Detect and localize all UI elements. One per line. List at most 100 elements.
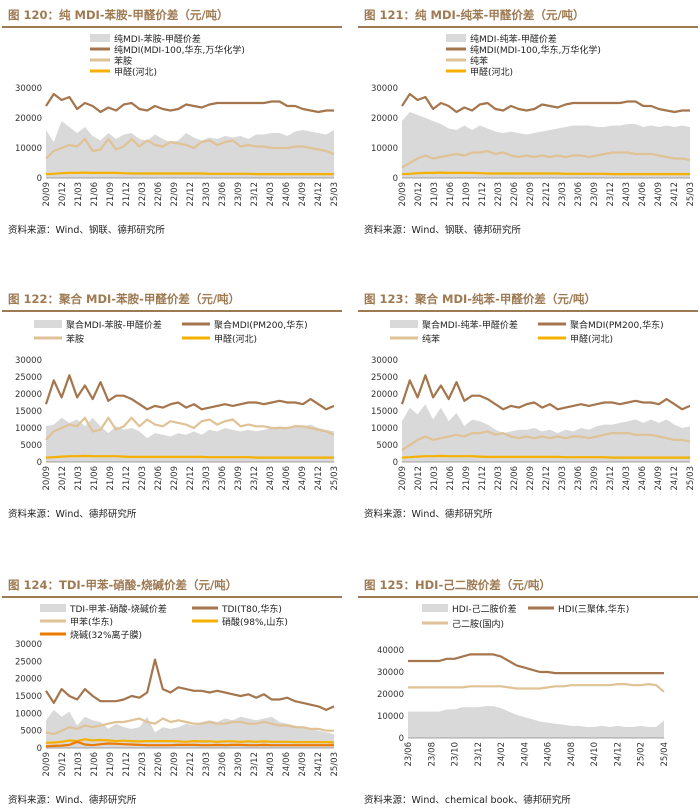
series-line-series (401, 149, 691, 169)
y-tick-label: 10000 (15, 144, 42, 154)
x-tick-label: 20/12 (58, 466, 68, 491)
series-line-mdi-mdi-100 (401, 92, 690, 114)
chart-title: 图 122：聚合 MDI-苯胺-甲醛价差（元/吨） (8, 292, 241, 306)
x-tick-label: 22/12 (186, 752, 196, 777)
x-tick-label: 24/02 (497, 742, 507, 767)
x-tick-label: 22/06 (154, 466, 164, 491)
legend-label: 纯MDI(MDI-100,华东,万华化学) (470, 44, 601, 56)
legend-swatch (422, 604, 448, 612)
x-tick-label: 23/03 (202, 182, 212, 207)
series-line-98 (45, 738, 335, 744)
x-tick-label: 24/09 (298, 466, 308, 491)
y-tick-label: 30000 (15, 640, 42, 650)
x-tick-label: 24/12 (670, 466, 680, 491)
x-tick-label: 24/06 (282, 182, 292, 207)
legend-label: 苯胺 (66, 333, 84, 345)
y-tick-label: 20000 (371, 390, 398, 400)
x-tick-label: 24/12 (314, 752, 324, 777)
legend-label: 纯MDI-苯胺-甲醛价差 (114, 33, 201, 45)
x-tick-label: 22/09 (170, 752, 180, 777)
x-tick-label: 20/09 (398, 182, 408, 207)
legend-swatch (40, 604, 66, 612)
y-tick-label: 30000 (15, 356, 42, 366)
x-tick-label: 24/06 (638, 182, 648, 207)
legend-label: 纯MDI-纯苯-甲醛价差 (470, 33, 557, 45)
x-tick-label: 22/12 (186, 466, 196, 491)
chart-title-bar: 图 120：纯 MDI-苯胺-甲醛价差（元/吨） (2, 4, 342, 28)
legend-label: 纯MDI(MDI-100,华东,万华化学) (114, 44, 245, 56)
x-tick-label: 20/12 (58, 182, 68, 207)
chart-title-bar: 图 125：HDI-己二胺价差（元/吨） (358, 574, 698, 598)
x-tick-label: 24/08 (567, 742, 577, 767)
x-tick-label: 23/03 (202, 752, 212, 777)
x-tick-label: 23/09 (234, 466, 244, 491)
legend-swatch (390, 320, 418, 328)
x-tick-label: 21/12 (122, 466, 132, 491)
chart-title-bar: 图 121：纯 MDI-纯苯-甲醛价差（元/吨） (358, 4, 698, 28)
x-tick-label: 23/12 (606, 182, 616, 207)
x-tick-label: 22/03 (494, 182, 504, 207)
y-tick-label: 40000 (377, 646, 404, 656)
y-tick-label: 30000 (371, 356, 398, 366)
x-tick-label: 21/06 (90, 466, 100, 491)
x-tick-label: 23/12 (606, 466, 616, 491)
x-tick-label: 24/09 (298, 182, 308, 207)
x-tick-label: 22/09 (170, 466, 180, 491)
series-line-hdi (408, 653, 664, 675)
y-tick-label: 15000 (15, 407, 42, 417)
x-tick-label: 22/06 (154, 752, 164, 777)
x-tick-label: 23/03 (202, 466, 212, 491)
series-area-mdi (402, 112, 690, 178)
y-tick-label: 20000 (371, 114, 398, 124)
legend-label: 烧碱(32%离子膜) (70, 629, 142, 641)
series-area-tdi (46, 709, 334, 748)
y-tick-label: 0 (393, 458, 398, 468)
chart-124: 0 5000 10000 15000 20000 25000 30000 20/09 20/12… (15, 603, 340, 777)
x-tick-label: 23/03 (558, 182, 568, 207)
x-tick-label: 23/06 (218, 182, 228, 207)
y-tick-label: 20000 (377, 690, 404, 700)
x-tick-label: 21/09 (106, 182, 116, 207)
x-tick-label: 24/12 (613, 742, 623, 767)
x-tick-label: 23/12 (250, 466, 260, 491)
legend-label: 甲醛(河北) (214, 333, 257, 345)
x-tick-label: 25/02 (637, 742, 647, 767)
chart-panel-120: 图 120：纯 MDI-苯胺-甲醛价差（元/吨） 0 10000 20000 3000… (2, 4, 342, 240)
x-tick-label: 20/12 (414, 466, 424, 491)
x-tick-label: 20/09 (42, 466, 52, 491)
x-tick-label: 21/12 (478, 466, 488, 491)
x-tick-label: 22/06 (154, 182, 164, 207)
series-line-series (45, 454, 334, 459)
x-tick-label: 24/03 (266, 182, 276, 207)
legend-label: 甲苯(华东) (70, 616, 113, 628)
y-tick-label: 5000 (20, 727, 42, 737)
legend-label: 苯胺 (114, 55, 132, 67)
x-tick-label: 22/09 (526, 466, 536, 491)
y-tick-label: 0 (37, 744, 42, 754)
x-tick-label: 23/09 (590, 182, 600, 207)
y-tick-label: 30000 (377, 668, 404, 678)
x-tick-label: 22/06 (510, 466, 520, 491)
legend-label: 聚合MDI-纯苯-甲醛价差 (422, 319, 518, 331)
x-tick-label: 23/10 (451, 742, 461, 767)
x-tick-label: 23/09 (234, 182, 244, 207)
x-tick-label: 21/09 (106, 466, 116, 491)
x-tick-label: 20/09 (398, 466, 408, 491)
chart-121: 0 10000 20000 30000 20/09 20/12 21/03 21/06 21/0… (371, 33, 696, 207)
series-line-series (45, 171, 334, 176)
x-tick-label: 22/03 (494, 466, 504, 491)
x-tick-label: 24/03 (622, 466, 632, 491)
x-tick-label: 25/03 (686, 182, 696, 207)
legend-label: 聚合MDI(PM200,华东) (570, 319, 664, 331)
legend-label: TDI-甲苯-硝酸-烧碱价差 (69, 603, 167, 615)
x-tick-label: 25/03 (330, 752, 340, 777)
x-tick-label: 24/10 (590, 742, 600, 767)
chart-panel-122: 图 122：聚合 MDI-苯胺-甲醛价差（元/吨） 0 5000 10000 1500… (2, 288, 342, 524)
x-tick-label: 21/03 (74, 182, 84, 207)
x-tick-label: 24/09 (654, 466, 664, 491)
legend-label: 甲醛(河北) (470, 66, 513, 78)
legend-label: 甲醛(河北) (114, 66, 157, 78)
chart-123: 0 5000 10000 15000 20000 25000 30000 20/09 20/12… (371, 319, 696, 491)
x-tick-label: 24/06 (282, 752, 292, 777)
chart-title-bar: 图 124：TDI-甲苯-硝酸-烧碱价差（元/吨） (2, 574, 342, 598)
